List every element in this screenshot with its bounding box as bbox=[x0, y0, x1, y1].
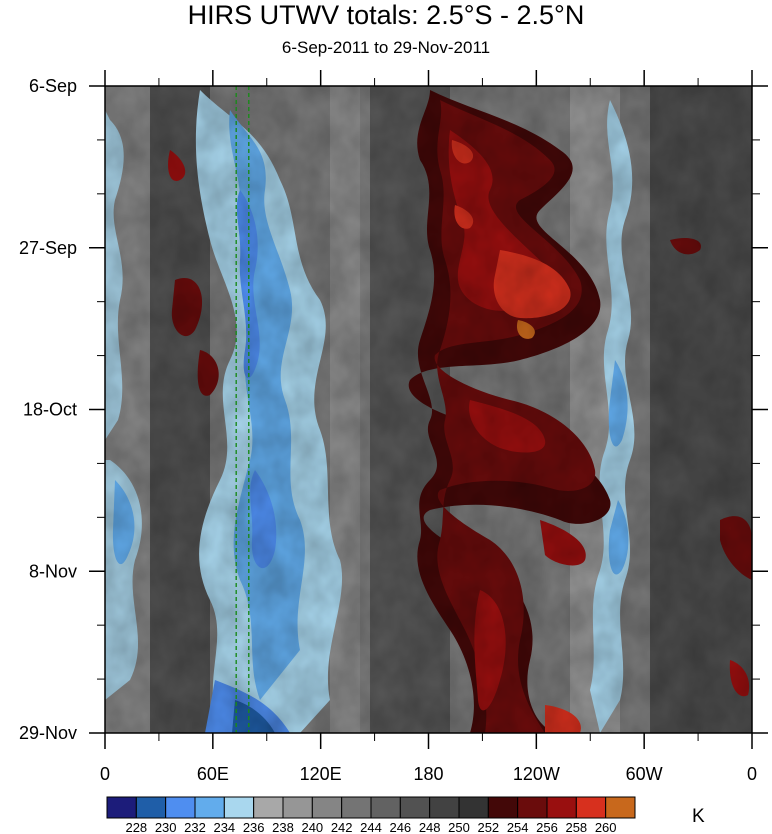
colorbar-swatch bbox=[282, 796, 313, 819]
colorbar-label: 230 bbox=[155, 820, 177, 834]
colorbar-label: 256 bbox=[536, 820, 558, 834]
colorbar-swatch bbox=[517, 796, 548, 819]
colorbar-label: 232 bbox=[184, 820, 206, 834]
chart-subtitle: 6-Sep-2011 to 29-Nov-2011 bbox=[281, 38, 491, 57]
x-axis: 0 60E 120E 180 120W 60W 0 bbox=[100, 70, 757, 784]
x-tick-label: 120W bbox=[513, 764, 560, 784]
colorbar-unit: K bbox=[692, 806, 705, 827]
colorbar-label: 238 bbox=[272, 820, 294, 834]
colorbar-swatch bbox=[106, 796, 137, 819]
x-tick-label: 0 bbox=[100, 764, 110, 784]
x-tick-label: 60W bbox=[626, 764, 663, 784]
colorbar-swatch bbox=[253, 796, 284, 819]
y-tick-label: 29-Nov bbox=[19, 723, 77, 743]
y-tick-label: 18-Oct bbox=[23, 400, 77, 420]
colorbar-label: 250 bbox=[448, 820, 470, 834]
x-tick-label: 180 bbox=[413, 764, 443, 784]
x-tick-label: 0 bbox=[747, 764, 757, 784]
colorbar-swatch bbox=[399, 796, 431, 819]
plot-area bbox=[105, 86, 752, 733]
colorbar-label: 260 bbox=[595, 820, 617, 834]
x-tick-label: 60E bbox=[197, 764, 229, 784]
colorbar-swatch bbox=[546, 796, 577, 819]
colorbar-label: 252 bbox=[477, 820, 499, 834]
colorbar-swatch bbox=[605, 796, 636, 819]
colorbar-swatch bbox=[311, 796, 343, 819]
colorbar-swatch bbox=[135, 796, 167, 819]
colorbar-swatch bbox=[370, 796, 401, 819]
colorbar-label: 258 bbox=[565, 820, 587, 834]
colorbar-swatch bbox=[429, 796, 460, 819]
colorbar-label: 254 bbox=[507, 820, 529, 834]
colorbar-label: 234 bbox=[213, 820, 235, 834]
colorbar-swatch bbox=[223, 796, 255, 819]
colorbar-swatch bbox=[575, 796, 607, 819]
colorbar: 228 230 232 234 236 238 240 242 244 246 248 250 252 2… bbox=[106, 796, 636, 834]
colorbar-swatch bbox=[458, 796, 489, 819]
colorbar-label: 244 bbox=[360, 820, 382, 834]
colorbar-label: 228 bbox=[125, 820, 147, 834]
reference-lines bbox=[235, 86, 250, 733]
y-tick-label: 8-Nov bbox=[29, 561, 77, 581]
colorbar-swatch bbox=[341, 796, 372, 819]
y-tick-label: 6-Sep bbox=[29, 76, 77, 96]
colorbar-swatch bbox=[165, 796, 196, 819]
texture-overlay bbox=[105, 86, 752, 733]
colorbar-label: 242 bbox=[331, 820, 353, 834]
y-axis: 6-Sep 27-Sep 18-Oct 8-Nov 29-Nov bbox=[19, 76, 768, 743]
colorbar-label: 246 bbox=[389, 820, 411, 834]
colorbar-label: 236 bbox=[243, 820, 265, 834]
x-tick-label: 120E bbox=[300, 764, 342, 784]
colorbar-swatch bbox=[194, 796, 225, 819]
y-tick-label: 27-Sep bbox=[19, 238, 77, 258]
colorbar-label: 240 bbox=[301, 820, 323, 834]
colorbar-swatch bbox=[487, 796, 519, 819]
chart-title: HIRS UTWV totals: 2.5°S - 2.5°N bbox=[187, 0, 585, 30]
colorbar-label: 248 bbox=[419, 820, 441, 834]
